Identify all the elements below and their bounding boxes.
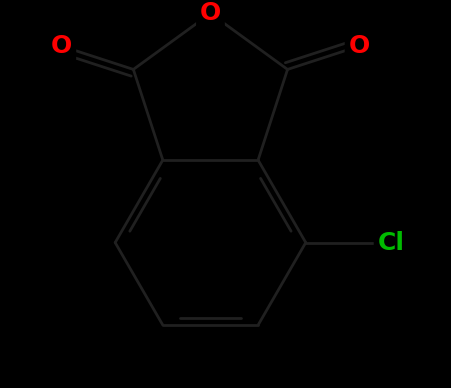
Text: O: O <box>349 34 370 58</box>
Text: O: O <box>200 2 221 26</box>
Text: O: O <box>51 34 73 58</box>
Text: Cl: Cl <box>377 230 405 255</box>
